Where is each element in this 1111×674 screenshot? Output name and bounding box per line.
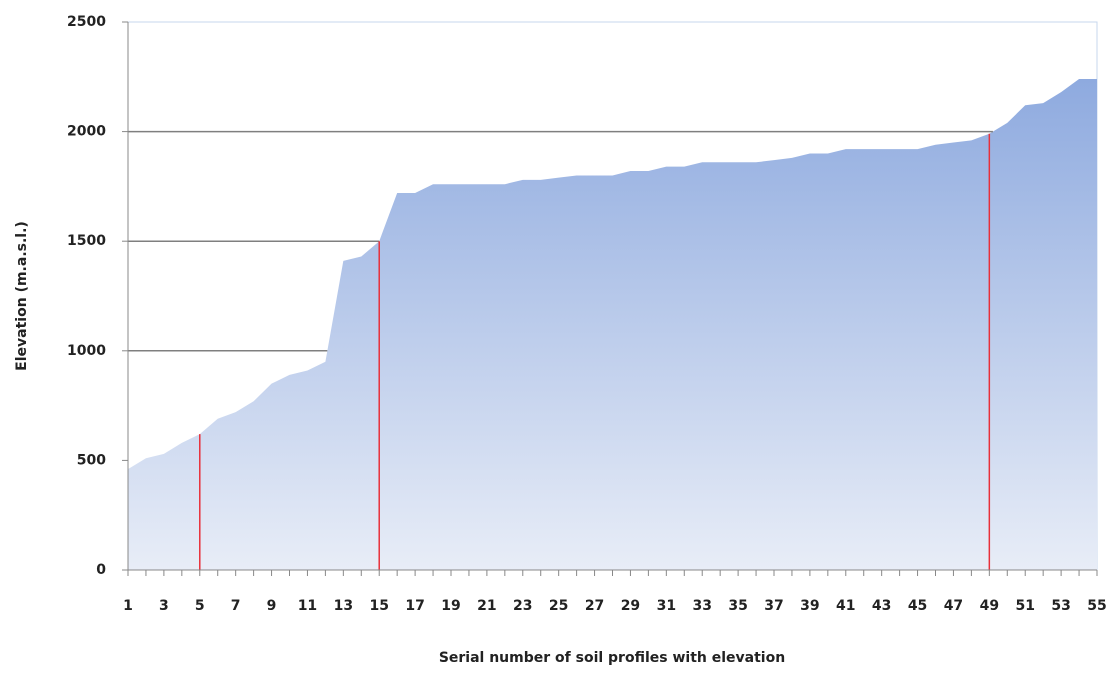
x-tick-label: 11: [298, 598, 317, 614]
area: [128, 78, 1097, 570]
x-tick-label: 15: [369, 598, 388, 614]
x-tick-label: 3: [159, 598, 169, 614]
x-tick-label: 1: [123, 598, 133, 614]
x-tick-label: 7: [231, 598, 241, 614]
x-tick-label: 23: [513, 598, 532, 614]
y-tick-label: 2500: [67, 14, 106, 30]
x-tick-label: 39: [800, 598, 819, 614]
x-tick-label: 5: [195, 598, 205, 614]
x-tick-label: 35: [728, 598, 747, 614]
x-tick-label: 43: [872, 598, 891, 614]
x-tick-label: 51: [1015, 598, 1034, 614]
x-tick-label: 33: [692, 598, 711, 614]
y-tick-label: 1000: [67, 343, 106, 359]
x-tick-label: 53: [1051, 598, 1070, 614]
y-tick-label: 2000: [67, 124, 106, 140]
x-tick-label: 41: [836, 598, 855, 614]
x-tick-label: 55: [1087, 598, 1106, 614]
x-tick-label: 49: [980, 598, 999, 614]
x-tick-label: 37: [764, 598, 783, 614]
x-tick-label: 29: [621, 598, 640, 614]
x-tick-label: 13: [334, 598, 353, 614]
y-tick-label: 0: [96, 562, 106, 578]
y-tick-label: 1500: [67, 233, 106, 249]
x-tick-label: 47: [944, 598, 963, 614]
x-tick-label: 19: [441, 598, 460, 614]
x-tick-label: 45: [908, 598, 927, 614]
y-axis-title: Elevation (m.a.s.l.): [14, 221, 30, 371]
x-tick-label: 17: [405, 598, 424, 614]
x-tick-label: 25: [549, 598, 568, 614]
x-axis-title: Serial number of soil profiles with elev…: [439, 650, 785, 666]
x-tick-label: 27: [585, 598, 604, 614]
x-tick-label: 9: [267, 598, 277, 614]
x-tick-label: 21: [477, 598, 496, 614]
x-tick-label: 31: [657, 598, 676, 614]
y-tick-label: 500: [77, 452, 106, 468]
